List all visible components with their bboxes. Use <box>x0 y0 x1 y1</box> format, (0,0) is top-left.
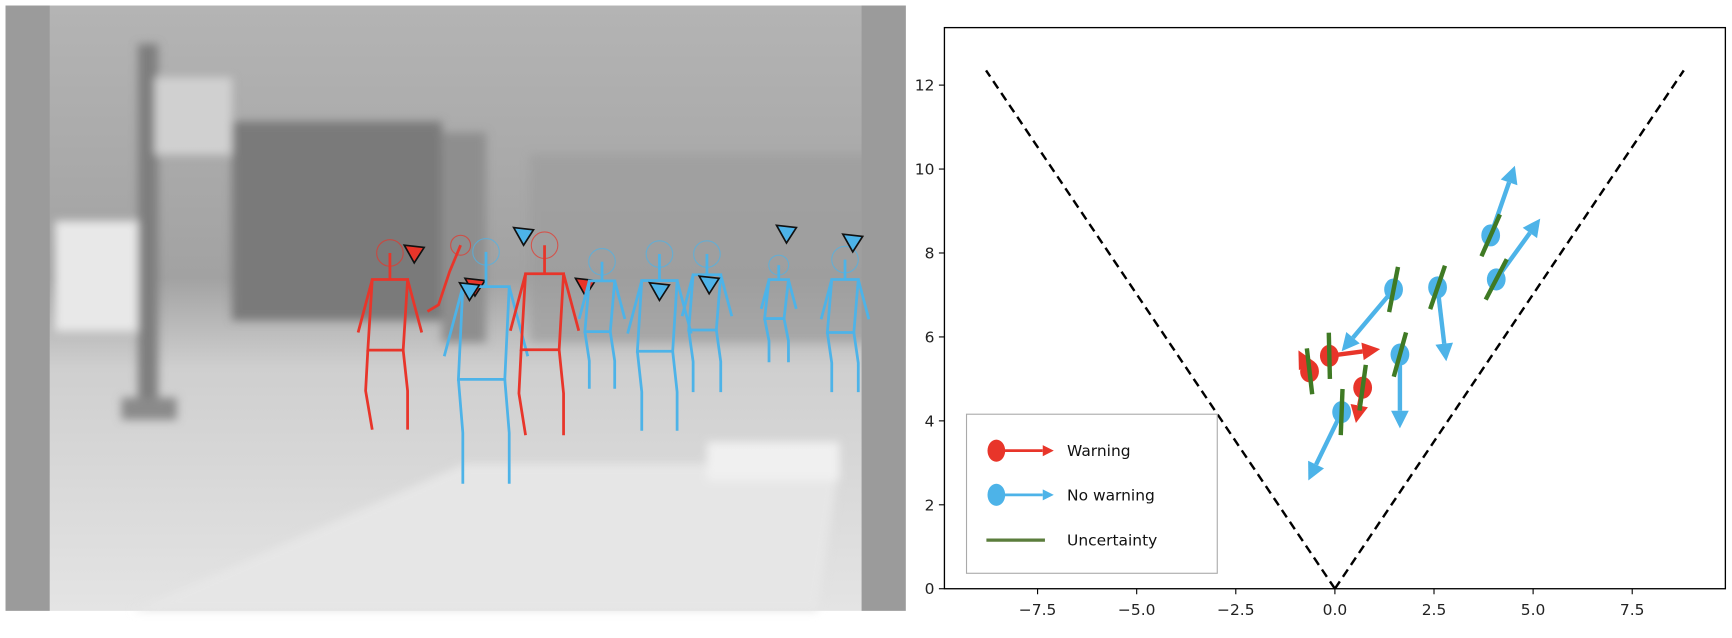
y-tick-label: 0 <box>925 580 935 598</box>
uncertainty-bar <box>1391 331 1409 378</box>
uncertainty-bar <box>1483 258 1509 301</box>
legend: Warning No warning Uncertainty <box>965 413 1218 574</box>
cone-line-left <box>985 69 1336 590</box>
warning-pedestrian <box>1298 348 1319 395</box>
dark-border-left <box>5 5 50 611</box>
uncertainty-bar <box>1479 213 1502 258</box>
no-warning-pedestrian <box>1341 266 1403 352</box>
y-tick-label: 10 <box>915 161 935 179</box>
orientation-triangle-icon <box>775 224 798 245</box>
orientation-triangle-icon <box>697 275 721 296</box>
legend-label: Uncertainty <box>1067 532 1157 550</box>
warning-skeleton <box>509 231 581 436</box>
y-tick-label: 6 <box>925 328 935 346</box>
x-tick-label: 2.5 <box>1422 601 1447 619</box>
cone-line-right <box>1333 69 1685 590</box>
no-warning-pedestrian <box>1479 165 1518 258</box>
warning-skeleton <box>356 239 424 430</box>
warning-pedestrian <box>1319 332 1381 379</box>
x-tick-label: −5.0 <box>1118 601 1156 619</box>
no-warning-arrow-shaft <box>1351 288 1396 340</box>
no-warning-pedestrian <box>1390 331 1410 429</box>
y-tick-label: 2 <box>925 496 935 514</box>
legend-label: No warning <box>1067 486 1155 504</box>
legend-warning-arrow-icon <box>1042 445 1054 457</box>
warning-arrow-shaft <box>1329 349 1363 358</box>
y-tick-label: 8 <box>925 245 935 263</box>
orientation-triangle-icon <box>647 281 671 303</box>
legend-item-warning: Warning <box>987 439 1131 462</box>
no-warning-arrow-head <box>1341 331 1360 352</box>
legend-item-no-warning: No warning <box>987 483 1155 506</box>
no-warning-skeleton <box>759 254 798 363</box>
no-warning-pedestrian <box>1483 218 1541 301</box>
no-warning-arrow-head <box>1522 218 1541 239</box>
uncertainty-bar <box>1428 264 1448 310</box>
no-warning-arrow-head <box>1308 460 1325 481</box>
warning-pedestrian <box>1350 364 1373 423</box>
legend-label: Warning <box>1067 442 1131 460</box>
y-tick-label: 12 <box>915 77 935 95</box>
no-warning-arrow-head <box>1435 342 1453 362</box>
orientation-triangle-icon <box>512 226 535 247</box>
legend-item-uncertainty: Uncertainty <box>986 532 1157 550</box>
uncertainty-bar <box>1304 348 1315 395</box>
uncertainty-bar <box>1357 364 1368 411</box>
y-tick-label: 4 <box>925 412 935 430</box>
warning-arrow-head <box>1361 342 1381 361</box>
uncertainty-bar <box>1338 388 1345 436</box>
x-tick-label: 5.0 <box>1521 601 1546 619</box>
warning-skeleton <box>426 234 472 313</box>
street-photo <box>5 5 906 611</box>
x-tick-label: 7.5 <box>1620 601 1645 619</box>
warning-arrow-head <box>1350 403 1368 423</box>
bird-eye-chart: −7.5 −5.0 −2.5 0.0 2.5 5.0 7.5 0 2 4 6 8 10 12 Warnin… <box>915 26 1727 619</box>
legend-warning-dot <box>987 439 1006 462</box>
orientation-triangle-icon <box>457 281 481 303</box>
x-tick-label: −2.5 <box>1217 601 1255 619</box>
no-warning-skeleton <box>442 238 530 484</box>
no-warning-skeleton <box>680 240 734 393</box>
no-warning-pedestrian <box>1308 388 1352 481</box>
no-warning-arrow-head <box>1391 410 1409 429</box>
legend-no-warning-arrow-icon <box>1042 489 1054 501</box>
no-warning-skeleton <box>577 247 627 389</box>
no-warning-skeleton <box>819 245 871 393</box>
x-tick-label: 0.0 <box>1323 601 1348 619</box>
no-warning-arrow-shaft <box>1314 411 1344 466</box>
x-tick-label: −7.5 <box>1019 601 1057 619</box>
orientation-triangle-icon <box>402 244 426 265</box>
uncertainty-bar <box>1386 266 1401 313</box>
dark-border-right <box>861 5 906 611</box>
uncertainty-bar <box>1326 332 1333 379</box>
legend-no-warning-dot <box>987 483 1006 506</box>
no-warning-pedestrian <box>1428 264 1453 362</box>
no-warning-arrow-head <box>1500 165 1518 186</box>
no-warning-arrow-shaft <box>1435 287 1447 344</box>
orientation-triangle-icon <box>841 233 865 254</box>
